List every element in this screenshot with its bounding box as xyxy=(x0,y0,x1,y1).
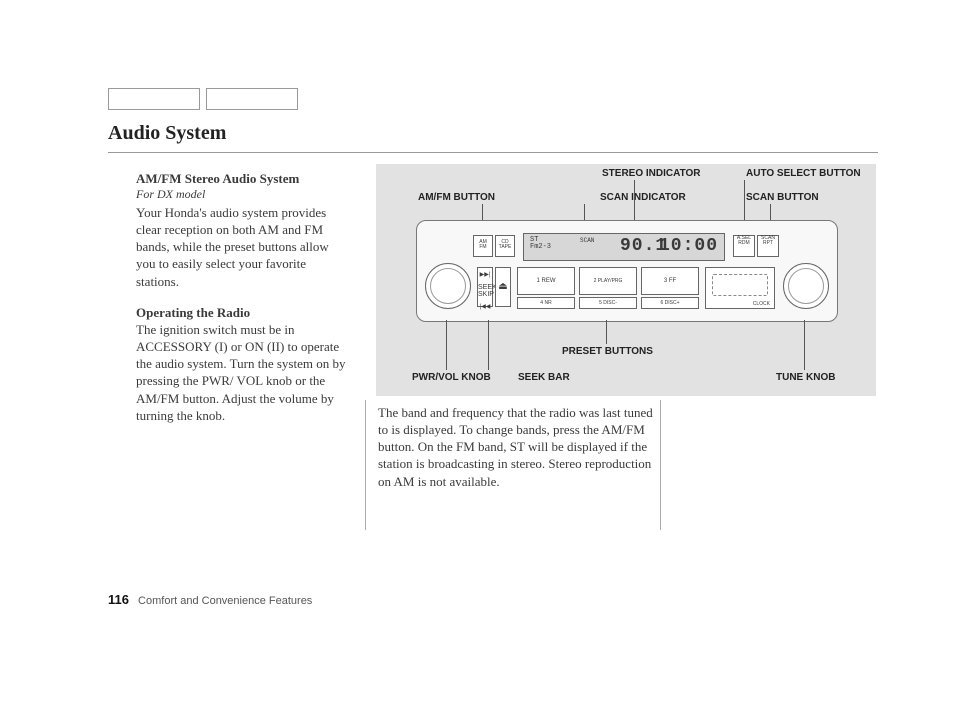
page-title: Audio System xyxy=(108,122,226,145)
label-scan-button: SCAN BUTTON xyxy=(746,192,819,203)
blank-tab xyxy=(206,88,298,110)
section1-text: Your Honda's audio system provides clear… xyxy=(136,204,350,290)
label-auto-select: AUTO SELECT BUTTON xyxy=(746,168,861,179)
display-clock: 10:00 xyxy=(659,236,718,256)
display-band: Fm2-3 xyxy=(530,243,551,251)
leader-line xyxy=(804,320,805,370)
section2-text: The ignition switch must be in ACCESSORY… xyxy=(136,321,350,424)
preset-2[interactable]: 2 PLAY/PRG xyxy=(579,267,637,295)
label-preset-buttons: PRESET BUTTONS xyxy=(562,346,653,357)
blank-tab xyxy=(108,88,200,110)
content-columns: AM/FM Stereo Audio System For DX model Y… xyxy=(136,170,350,424)
preset-4[interactable]: 4 NR xyxy=(517,297,575,309)
seek-label: SEEKSKIP xyxy=(478,284,492,298)
tune-knob[interactable] xyxy=(783,263,829,309)
label-pwr-vol-knob: PWR/VOL KNOB xyxy=(412,372,491,383)
eject-button[interactable]: ⏏ xyxy=(495,267,511,307)
leader-line xyxy=(488,320,489,370)
display-scan: SCAN xyxy=(580,237,594,244)
cd-tape-button[interactable]: CDTAPE xyxy=(495,235,515,257)
scan-button[interactable]: SCANRPT xyxy=(757,235,779,257)
column-divider xyxy=(365,400,366,530)
tab-placeholders xyxy=(108,88,298,110)
amfm-button[interactable]: AMFM xyxy=(473,235,493,257)
radio-display: ST Fm2-3 SCAN 90.1 10:00 xyxy=(523,233,725,261)
footer-text: Comfort and Convenience Features xyxy=(138,595,312,607)
radio-figure: STEREO INDICATOR AUTO SELECT BUTTON AM/F… xyxy=(376,164,876,396)
column-divider xyxy=(660,400,661,530)
preset-3[interactable]: 3 FF xyxy=(641,267,699,295)
page-footer: 116 Comfort and Convenience Features xyxy=(108,592,312,607)
tape-slot-icon xyxy=(712,274,768,296)
radio-unit: AMFM CDTAPE ST Fm2-3 SCAN 90.1 10:00 A.S… xyxy=(416,220,838,322)
label-seek-bar: SEEK BAR xyxy=(518,372,570,383)
manual-page: Audio System AM/FM Stereo Audio System F… xyxy=(0,0,954,710)
label-stereo-indicator: STEREO INDICATOR xyxy=(602,168,701,179)
label-scan-indicator: SCAN INDICATOR xyxy=(600,192,686,203)
column-2-text: The band and frequency that the radio wa… xyxy=(378,404,658,490)
auto-select-button[interactable]: A.SELRDM xyxy=(733,235,755,257)
seek-up-icon: ▶▶| xyxy=(478,272,492,278)
leader-line xyxy=(606,320,607,344)
preset-1[interactable]: 1 REW xyxy=(517,267,575,295)
title-rule xyxy=(108,152,878,153)
column-1: AM/FM Stereo Audio System For DX model Y… xyxy=(136,170,350,424)
cassette-slot[interactable]: CLOCK xyxy=(705,267,775,309)
page-number: 116 xyxy=(108,592,129,607)
pwr-vol-knob[interactable] xyxy=(425,263,471,309)
preset-6[interactable]: 6 DISC+ xyxy=(641,297,699,309)
leader-line xyxy=(446,320,447,370)
seek-down-icon: |◀◀ xyxy=(478,304,492,310)
label-amfm-button: AM/FM BUTTON xyxy=(418,192,495,203)
preset-5[interactable]: 5 DISC- xyxy=(579,297,637,309)
section2-heading: Operating the Radio xyxy=(136,304,350,321)
seek-bar[interactable]: ▶▶| SEEKSKIP |◀◀ xyxy=(477,267,493,307)
clock-label: CLOCK xyxy=(753,302,770,307)
section1-subtitle: For DX model xyxy=(136,187,350,203)
label-tune-knob: TUNE KNOB xyxy=(776,372,835,383)
section1-heading: AM/FM Stereo Audio System xyxy=(136,170,350,187)
